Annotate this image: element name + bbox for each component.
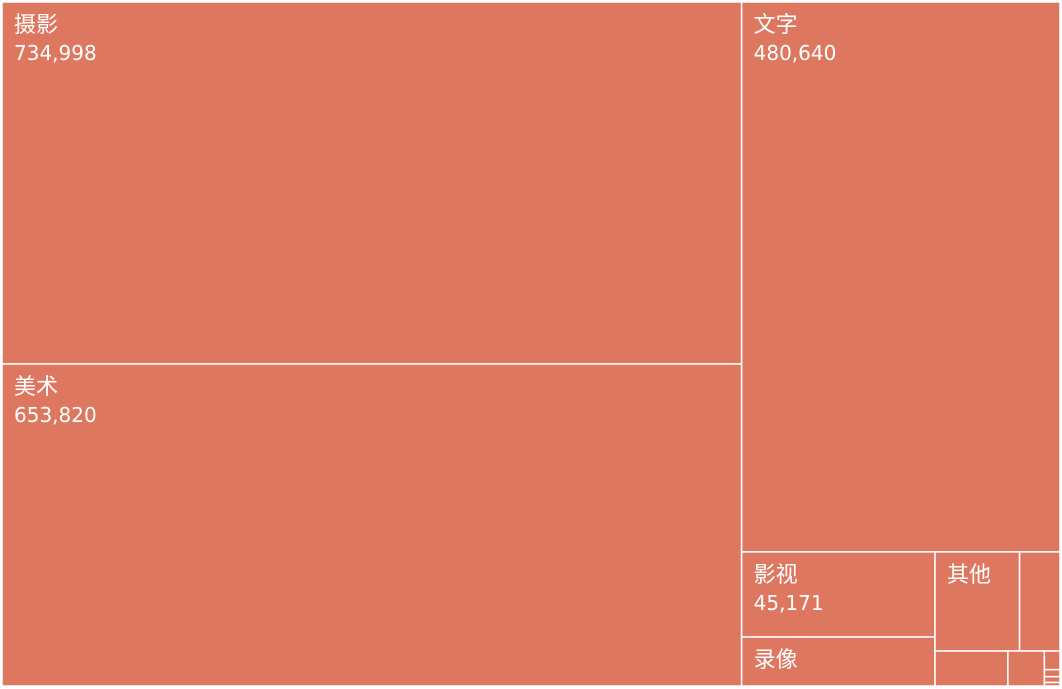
treemap-cell[interactable] (1043, 668, 1061, 678)
treemap-cell[interactable] (740, 551, 936, 638)
treemap-node-small-6[interactable] (1018, 551, 1061, 652)
treemap-node-small-9[interactable] (1043, 650, 1061, 671)
treemap-node-small-7[interactable] (934, 650, 1009, 687)
treemap-node-1[interactable]: 美术 653,820 (1, 363, 743, 687)
treemap-node-value: 653,820 (14, 403, 97, 427)
treemap-cell[interactable] (740, 636, 936, 687)
treemap-node-value: 480,640 (754, 41, 837, 65)
treemap-node-label: 影视 (754, 563, 798, 588)
treemap-cell[interactable] (1018, 551, 1061, 652)
treemap-cell[interactable] (1043, 681, 1061, 687)
treemap-node-small-11[interactable] (1043, 675, 1061, 684)
treemap-node-value: 45,171 (754, 591, 824, 615)
treemap-node-label: 摄影 (14, 13, 58, 38)
treemap-cell[interactable] (1, 1, 743, 365)
treemap-cell[interactable] (1007, 650, 1046, 687)
treemap-node-0[interactable]: 摄影 734,998 (1, 1, 743, 365)
treemap-node-value: 734,998 (14, 41, 97, 65)
treemap-node-small-8[interactable] (1007, 650, 1046, 687)
treemap-cell[interactable] (1043, 675, 1061, 684)
treemap-cell[interactable] (740, 1, 1061, 553)
treemap-cell[interactable] (1, 363, 743, 687)
treemap-node-2[interactable]: 文字 480,640 (740, 1, 1061, 553)
treemap-cell[interactable] (934, 551, 1021, 652)
treemap-node-label: 录像 (754, 648, 798, 673)
treemap-node-label: 文字 (754, 13, 798, 38)
treemap-node-5[interactable]: 其他 (934, 551, 1021, 652)
treemap-node-4[interactable]: 录像 (740, 636, 936, 687)
treemap-node-small-12[interactable] (1043, 681, 1061, 687)
treemap-node-small-10[interactable] (1043, 668, 1061, 678)
treemap-node-3[interactable]: 影视 45,171 (740, 551, 936, 638)
treemap-cell[interactable] (1043, 650, 1061, 671)
treemap-node-label: 其他 (947, 563, 991, 588)
treemap-cell[interactable] (934, 650, 1009, 687)
treemap-node-label: 美术 (14, 375, 58, 400)
